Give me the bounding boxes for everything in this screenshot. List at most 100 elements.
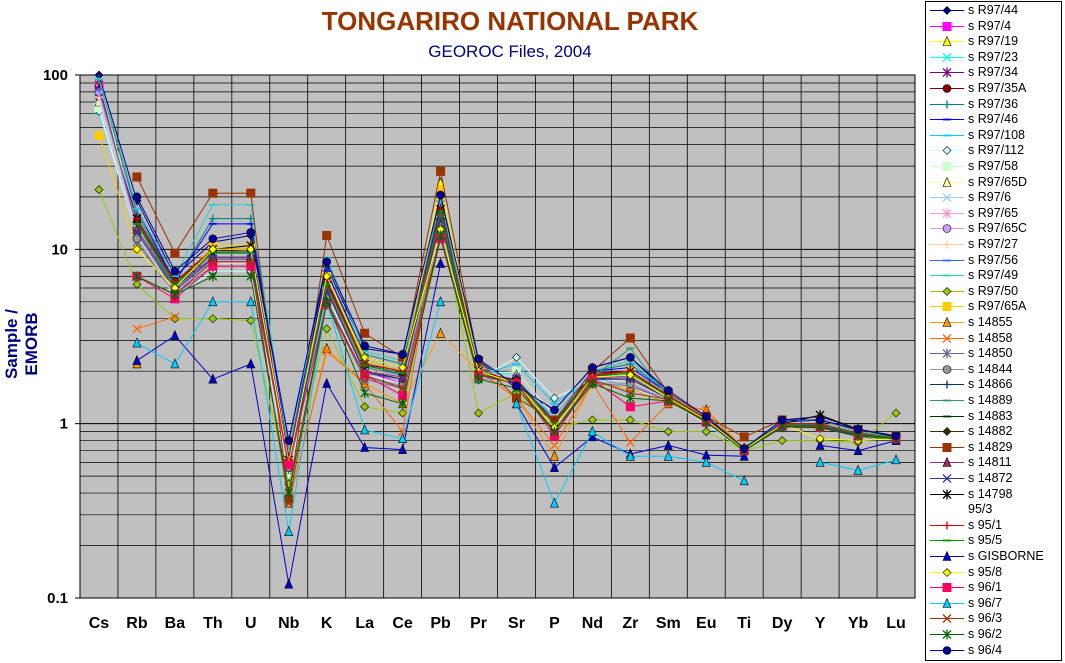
legend-label: s R97/112 [968,143,1025,158]
legend-item: s R97/19 [926,34,1061,49]
data-point [891,454,901,465]
data-point [549,440,559,450]
legend-label: s R97/46 [968,112,1019,127]
legend-marker [942,645,952,655]
legend-label: s 14889 [968,393,1013,407]
data-point [322,377,332,388]
legend-marker [943,380,951,389]
data-point [398,349,407,359]
legend-item: s R97/4 [926,19,1061,34]
data-point [436,166,446,176]
data-point [588,363,597,372]
legend-label: s R97/50 [968,283,1019,298]
legend-label: s R97/4 [968,18,1012,33]
data-point [625,450,635,461]
data-point [891,431,901,441]
data-point [246,228,256,237]
data-point [170,312,180,322]
legend-marker [942,550,952,561]
x-tick-label: Eu [696,615,716,632]
legend-swatch [930,259,964,261]
series-line [98,189,897,485]
legend-swatch [930,67,964,78]
data-point [512,398,521,409]
legend-label: s R97/65A [968,299,1027,314]
data-point [436,230,446,241]
legend-marker [942,176,952,187]
data-point [208,314,218,324]
data-point [436,327,446,338]
legend-item: s R97/112 [926,143,1061,158]
data-point [625,333,635,343]
legend-label: s R97/108 [968,127,1025,142]
data-point [663,386,673,395]
data-point [663,450,673,461]
legend-item: s R97/6 [926,190,1061,205]
legend-marker [942,146,952,156]
x-tick-label: Pr [470,615,487,632]
data-point [322,324,332,334]
legend-label: s 14811 [968,455,1012,470]
x-tick-label: Rb [126,615,148,632]
data-point [398,443,408,454]
legend-marker [942,489,952,500]
data-point [436,257,446,268]
legend-marker [942,442,952,452]
legend-swatch [930,521,964,530]
data-point [398,408,408,418]
legend-label: s R97/6 [968,190,1012,205]
legend-swatch [930,118,964,121]
data-point [94,185,104,195]
legend-swatch [930,134,964,137]
data-point [132,271,142,282]
legend-item: s 14855 [926,315,1061,330]
data-point [132,324,142,334]
legend-item: s R97/35A [926,81,1061,96]
legend-item: s 96/1 [926,580,1061,595]
legend-item: s R97/36 [926,97,1061,112]
legend-swatch [930,415,964,417]
data-point [739,475,749,486]
legend-swatch [930,21,964,31]
data-point [284,578,294,589]
legend-item: s R97/27 [926,237,1061,252]
x-tick-label: Ti [737,615,751,632]
legend-swatch [930,550,964,561]
legend-item: s R97/65A [926,299,1061,314]
data-point [360,370,370,380]
legend-item: s 14883 [926,409,1061,424]
legend-marker [942,162,952,171]
legend-marker [942,208,952,219]
data-point [170,329,180,340]
data-point [360,441,370,452]
legend-label: s 95/1 [968,517,1003,532]
data-point [208,234,218,244]
legend-marker [942,629,952,640]
data-point [587,415,597,425]
data-point [246,188,256,198]
legend-item: s 14811 [926,455,1061,470]
data-point [625,438,635,447]
legend-label: s R97/23 [968,49,1019,64]
legend-item: s 96/2 [926,627,1061,642]
legend-swatch [930,399,964,402]
data-point [360,352,370,362]
legend-label: s 96/4 [968,642,1003,657]
legend-item: s 14798 [926,487,1061,502]
data-point [284,460,294,470]
legend-label: s R97/44 [968,3,1019,17]
legend-label: s R97/65 [968,205,1019,220]
data-point [777,415,787,425]
data-point [815,439,825,450]
x-tick-label: Sm [656,615,681,632]
legend-swatch [930,457,964,468]
legend-label: s R97/19 [968,34,1019,49]
legend-item: 95/3 [926,502,1061,517]
legend-item: s 14882 [926,424,1061,439]
data-point [512,381,521,391]
data-point [284,436,294,445]
legend-label: s R97/36 [968,96,1019,111]
data-point [853,464,863,475]
data-point [246,296,256,307]
legend-item: s 96/7 [926,596,1061,611]
